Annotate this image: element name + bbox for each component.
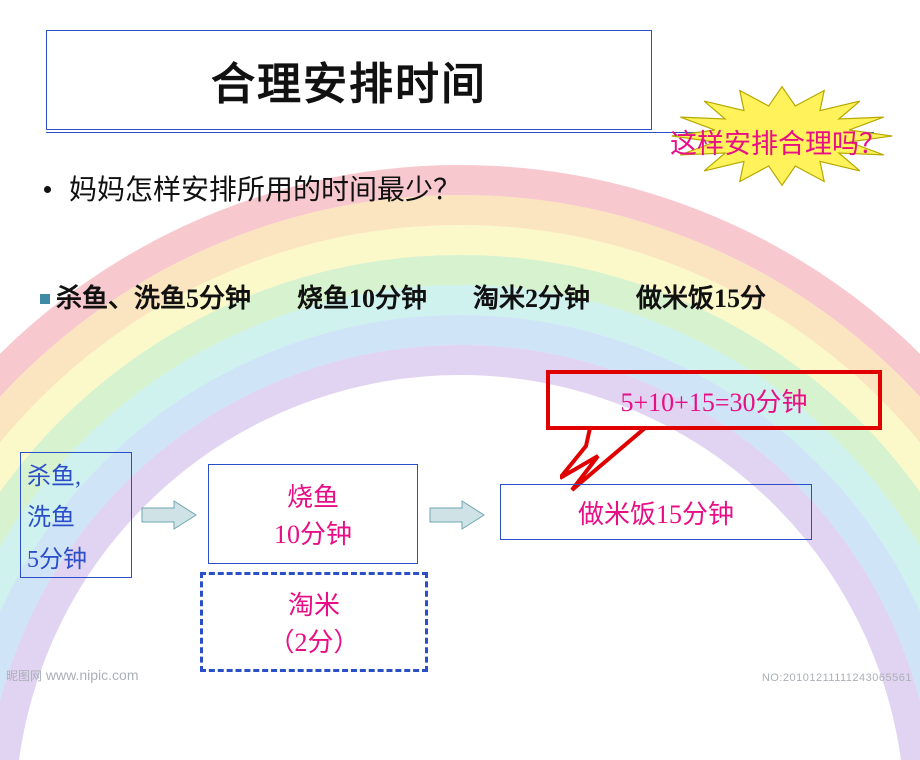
node-d-line1: 淘米 (288, 585, 340, 622)
result-callout: 5+10+15=30分钟 (546, 370, 882, 430)
bullet-icon (44, 186, 51, 193)
square-bullet-icon (40, 294, 50, 304)
title-text: 合理安排时间 (211, 48, 487, 112)
tasks-line: 杀鱼、洗鱼5分钟 烧鱼10分钟 淘米2分钟 做米饭15分 (40, 278, 900, 315)
flow-node-cook-fish: 烧鱼 10分钟 (208, 464, 418, 564)
starburst-text: 这样安排合理吗？ (670, 122, 886, 161)
node-b-line2: 10分钟 (274, 514, 352, 551)
node-d-line2: （2分） (268, 622, 359, 659)
result-text: 5+10+15=30分钟 (621, 382, 808, 419)
watermark-left: 昵图网 www.nipic.com (6, 667, 139, 684)
question-line: 妈妈怎样安排所用的时间最少？ (44, 168, 461, 208)
node-c-line1: 做米饭15分钟 (578, 494, 734, 531)
arrow-2-icon (428, 498, 488, 532)
flow-node-wash-rice: 淘米 （2分） (200, 572, 428, 672)
watermark-right: NO:20101211111243065561 (762, 672, 912, 684)
flow-node-cook-rice: 做米饭15分钟 (500, 484, 812, 540)
title-box: 合理安排时间 (46, 30, 652, 130)
node-b-line1: 烧鱼 (287, 477, 339, 514)
starburst-callout: 这样安排合理吗？ (632, 76, 920, 196)
node-a-line1: 杀鱼, (27, 456, 81, 491)
task-3: 淘米2分钟 (473, 284, 590, 313)
flow-node-kill-wash-fish: 杀鱼, 洗鱼 5分钟 (20, 452, 132, 578)
task-1: 杀鱼、洗鱼5分钟 (56, 284, 251, 313)
node-a-line2: 洗鱼 (27, 497, 75, 532)
node-a-line3: 5分钟 (27, 539, 87, 574)
question-text: 妈妈怎样安排所用的时间最少？ (69, 175, 461, 206)
watermark-left-cn: 昵图网 (6, 669, 42, 683)
arrow-1-icon (140, 498, 200, 532)
watermark-left-en: www.nipic.com (46, 667, 139, 683)
task-2: 烧鱼10分钟 (297, 284, 427, 313)
task-4: 做米饭15分 (636, 284, 766, 313)
